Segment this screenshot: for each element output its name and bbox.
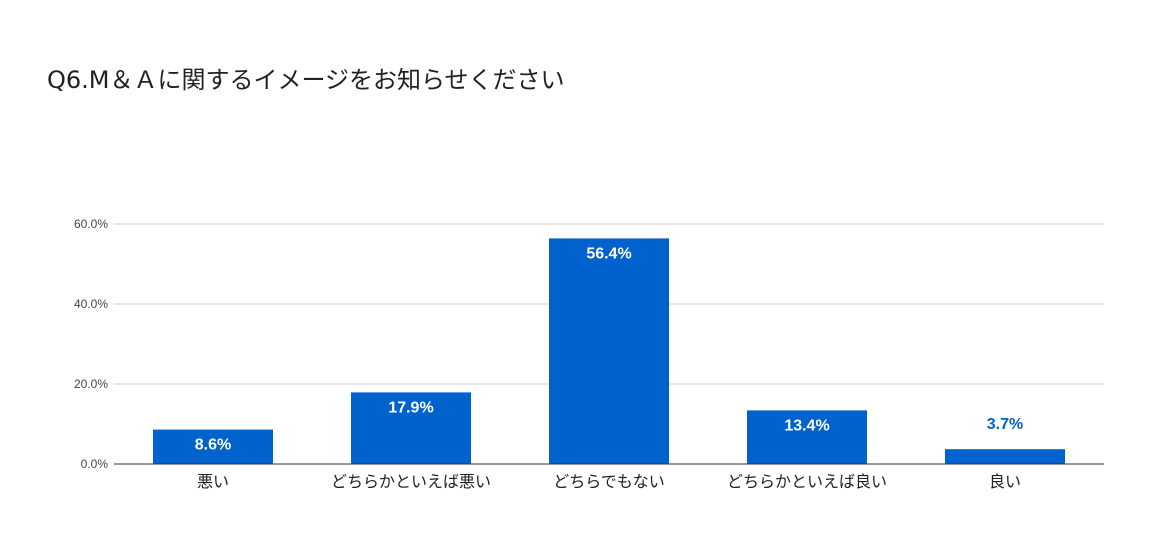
category-label: どちらでもない	[553, 472, 665, 491]
chart-title: Q6.M＆Ａに関するイメージをお知らせください	[47, 66, 565, 94]
bar	[153, 429, 273, 464]
category-label: どちらかといえば良い	[727, 472, 887, 491]
y-tick-label: 20.0%	[74, 377, 108, 391]
y-axis: 0.0% 20.0% 40.0% 60.0%	[74, 217, 108, 471]
data-label: 56.4%	[586, 245, 631, 262]
y-tick-label: 60.0%	[74, 217, 108, 231]
data-labels: 8.6% 17.9% 56.4% 13.4% 3.7%	[195, 245, 1023, 453]
category-label: 悪い	[197, 472, 229, 491]
y-tick-label: 0.0%	[81, 457, 109, 471]
bar	[945, 449, 1065, 464]
data-label: 8.6%	[195, 437, 231, 454]
y-tick-label: 40.0%	[74, 297, 108, 311]
bars	[153, 238, 1065, 464]
data-label: 17.9%	[388, 399, 433, 416]
bar	[747, 410, 867, 464]
category-label: 良い	[989, 472, 1021, 491]
data-label: 3.7%	[987, 416, 1023, 433]
bar	[549, 238, 669, 464]
x-axis: 悪い どちらかといえば悪い どちらでもない どちらかといえば良い 良い	[197, 472, 1021, 491]
data-label: 13.4%	[784, 417, 829, 434]
bar	[351, 392, 471, 464]
category-label: どちらかといえば悪い	[331, 472, 491, 491]
